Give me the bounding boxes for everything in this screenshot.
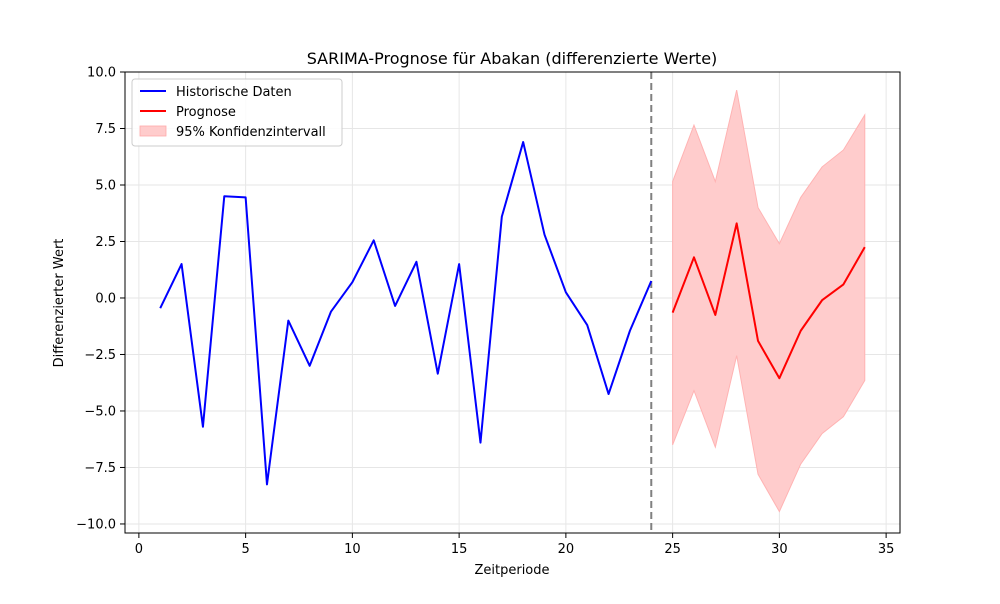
chart-title: SARIMA-Prognose für Abakan (differenzier… [307,49,718,68]
series-line-1 [671,222,866,380]
y-tick-label: −5.0 [84,404,116,419]
x-tick-label: 30 [771,542,788,557]
plot-frame [124,71,901,534]
y-tick-label: −7.5 [84,461,116,476]
y-tick-label: 0.0 [95,291,116,306]
x-tick-label: 35 [878,542,895,557]
legend-label-konfidenzintervall: 95% Konfidenzintervall [176,125,326,140]
y-tick-label: 10.0 [87,66,116,81]
y-tick-label: 2.5 [95,235,116,250]
y-tick-label: −2.5 [84,348,116,363]
confidence-band [672,89,866,513]
x-axis-label: Zeitperiode [474,563,549,578]
legend: Historische Daten Prognose 95% Konfidenz… [131,78,343,147]
x-tick-label: 0 [135,542,143,557]
legend-swatch-konfidenzintervall [139,125,167,137]
y-axis-ticks: −10.0 −7.5 −5.0 −2.5 0.0 2.5 5.0 7.5 10.0 [76,66,125,532]
legend-label-historische-daten: Historische Daten [176,85,292,100]
series-lines [159,141,866,486]
x-tick-label: 25 [664,542,681,557]
y-tick-label: 5.0 [95,178,116,193]
series-line-0 [159,141,653,486]
y-tick-label: 7.5 [95,122,116,137]
x-tick-label: 20 [558,542,575,557]
legend-box [131,78,343,147]
x-axis-ticks: 0 5 10 15 20 25 30 35 [135,533,895,557]
y-tick-label: −10.0 [76,517,116,532]
y-axis-label: Differenzierter Wert [52,239,67,368]
legend-label-prognose: Prognose [176,105,236,120]
confidence-band-group [672,89,866,513]
x-tick-label: 10 [344,542,361,557]
x-tick-label: 15 [451,542,468,557]
x-tick-label: 5 [241,542,249,557]
